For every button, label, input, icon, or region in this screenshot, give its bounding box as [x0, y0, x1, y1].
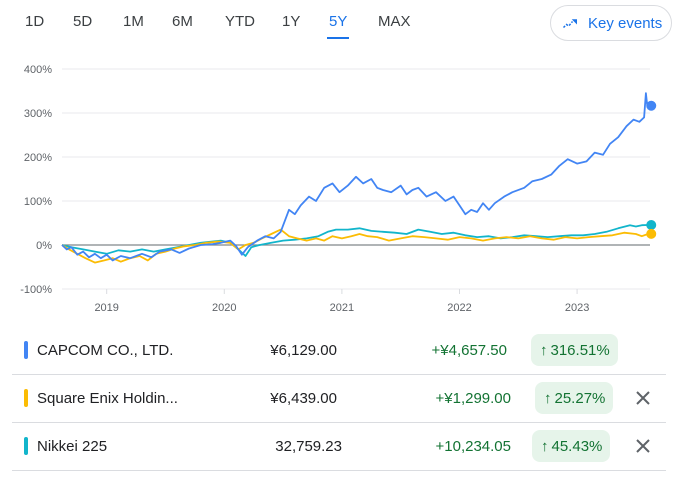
arrow-up-icon: ↑: [544, 389, 552, 407]
y-tick-label: 300%: [24, 108, 52, 120]
time-range-tabs: 1D 5D 1M 6M YTD 1Y 5Y MAX: [0, 0, 440, 46]
range-tab-1y[interactable]: 1Y: [282, 13, 301, 30]
row-divider: [12, 374, 666, 375]
row-divider: [12, 422, 666, 423]
comparison-row-square-enix[interactable]: Square Enix Holdin... ¥6,439.00 +¥1,299.…: [12, 375, 666, 422]
key-events-label: Key events: [588, 14, 663, 32]
x-tick-label: 2022: [447, 302, 471, 314]
security-change: +¥4,657.50: [431, 342, 508, 359]
series-color-swatch: [24, 341, 28, 359]
comparison-row-capcom[interactable]: CAPCOM CO., LTD. ¥6,129.00 +¥4,657.50 ↑ …: [12, 327, 666, 374]
arrow-up-icon: ↑: [541, 437, 549, 455]
security-name: Nikkei 225: [37, 438, 108, 455]
series-line-square-enix-holdin: [61, 228, 649, 264]
close-icon: [636, 391, 650, 405]
range-tab-5d[interactable]: 5D: [73, 13, 93, 30]
range-tab-ytd[interactable]: YTD: [225, 13, 255, 30]
x-tick-label: 2023: [565, 302, 589, 314]
remove-comparison-button[interactable]: [631, 386, 655, 410]
security-price: ¥6,129.00: [270, 342, 337, 359]
range-tab-5y[interactable]: 5Y: [326, 13, 350, 39]
x-tick-label: 2019: [94, 302, 118, 314]
percent-change-value: 45.43%: [551, 437, 603, 455]
close-icon: [636, 439, 650, 453]
range-tab-6m[interactable]: 6M: [172, 13, 193, 30]
range-tab-1d[interactable]: 1D: [25, 13, 45, 30]
y-tick-label: 100%: [24, 196, 52, 208]
row-divider: [12, 470, 666, 471]
percent-change-value: 316.51%: [550, 341, 610, 359]
trending-up-icon: [562, 19, 577, 29]
series-end-marker: [646, 100, 657, 111]
series-line-nikkei-225: [61, 224, 649, 257]
security-price: 32,759.23: [275, 438, 342, 455]
security-name: Square Enix Holdin...: [37, 390, 178, 407]
security-change: +10,234.05: [435, 438, 512, 455]
security-name: CAPCOM CO., LTD.: [37, 342, 174, 359]
key-events-button[interactable]: Key events: [550, 5, 672, 41]
y-tick-label: 400%: [24, 64, 52, 76]
comparison-chart[interactable]: 400% 300% 200% 100% 0% -100% 2019 2020 2021 2022 2…: [0, 55, 690, 315]
y-tick-label: -100%: [20, 284, 52, 296]
arrow-up-icon: ↑: [540, 341, 548, 359]
series-end-marker: [646, 220, 657, 231]
percent-change-badge: ↑ 25.27%: [535, 382, 614, 414]
remove-comparison-button[interactable]: [631, 434, 655, 458]
security-change: +¥1,299.00: [435, 390, 512, 407]
series-color-swatch: [24, 437, 28, 455]
series-line-capcom-co-ltd: [61, 92, 649, 262]
security-price: ¥6,439.00: [270, 390, 337, 407]
range-tab-1m[interactable]: 1M: [123, 13, 144, 30]
y-tick-label: 200%: [24, 152, 52, 164]
series-color-swatch: [24, 389, 28, 407]
comparison-row-nikkei[interactable]: Nikkei 225 32,759.23 +10,234.05 ↑ 45.43%: [12, 423, 666, 470]
range-tab-max[interactable]: MAX: [378, 13, 411, 30]
percent-change-badge: ↑ 316.51%: [531, 334, 618, 366]
x-tick-label: 2020: [212, 302, 236, 314]
series-end-marker: [646, 228, 657, 239]
percent-change-badge: ↑ 45.43%: [532, 430, 611, 462]
x-tick-label: 2021: [330, 302, 354, 314]
percent-change-value: 25.27%: [554, 389, 606, 407]
y-tick-label: 0%: [36, 240, 52, 252]
